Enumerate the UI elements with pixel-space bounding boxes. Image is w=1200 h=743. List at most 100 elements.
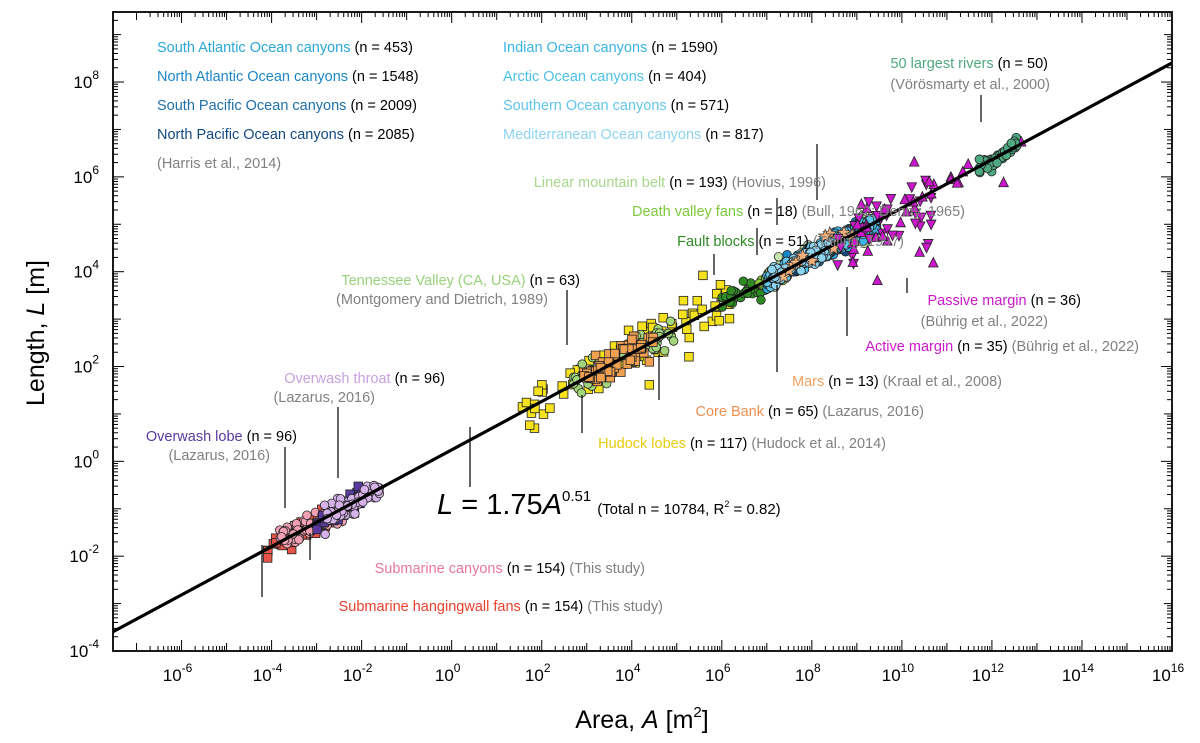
annotation-label: Death valley fans [632,204,743,220]
annotation-count: (n = 36) [1027,293,1081,309]
marker-square [610,348,620,359]
y-tick-label: 108 [73,68,99,92]
marker-star [817,228,833,243]
marker-circle [974,154,985,165]
annotation-count: (n = 18) [743,204,797,220]
annotation-ref: (Hovius, 1996) [728,175,826,191]
x-tick-base: 10 [435,666,454,685]
marker-star [795,247,811,263]
marker-triangle-down [885,193,897,205]
marker-square [538,409,549,419]
annotation-harris: (Harris et al., 2014) [157,156,281,172]
annotation-label: Mediterranean Ocean canyons [503,127,701,143]
marker-triangle-up [852,218,863,230]
annotation-count: (n = 817) [701,127,763,143]
annotation-ref: (Kraal et al., 2008) [879,374,1002,390]
annotation-label: North Pacific Ocean canyons [157,127,344,143]
x-tick-exp: 6 [724,661,731,675]
y-tick-label: 100 [73,447,99,471]
marker-circle [726,286,736,296]
marker-triangle-down [871,210,883,222]
annotation-south-atlantic: South Atlantic Ocean canyons (n = 453) [157,40,413,56]
marker-triangle-down [863,234,875,246]
y-tick-exp: 8 [92,68,99,82]
axis-titles: Area, A [m2] Length, L [m] [22,260,709,734]
annotation-ref: (Bull, 1962; Denny, 1965) [798,204,965,220]
marker-square [533,386,543,396]
marker-triangle-down [909,218,921,230]
marker-square [678,309,688,320]
annotation-hangingwall: Submarine hangingwall fans (n = 154) (Th… [339,599,663,615]
marker-triangle-up [909,201,921,213]
fit-line-group [112,61,1173,634]
y-tick-label: 10-2 [69,542,99,566]
marker-triangle-up [998,176,1009,188]
marker-square [637,321,647,331]
annotation-count: (n = 2009) [346,98,417,114]
annotation-north-atlantic: North Atlantic Ocean canyons (n = 1548) [157,69,419,85]
annotation-label: South Atlantic Ocean canyons [157,40,350,56]
marker-circle [359,484,370,495]
x-tick-label: 104 [615,661,641,685]
annotation-label: Core Bank [695,404,764,420]
annotation-label: Submarine hangingwall fans [339,599,521,615]
y-tick-base: 10 [73,358,92,377]
annotation-rivers: 50 largest rivers (n = 50) [890,56,1048,72]
x-tick-exp: 12 [991,661,1005,675]
annotation-ref: (Bührig et al., 2022) [1008,339,1139,355]
y-tick-base: 10 [69,547,88,566]
marker-square [625,355,636,365]
x-tick-base: 10 [972,666,991,685]
annotation-count: (n = 571) [667,98,729,114]
y-tick-base: 10 [73,73,92,92]
annotation-label: Indian Ocean canyons [503,40,647,56]
annotation-tennessee-ref: (Montgomery and Dietrich, 1989) [336,292,548,308]
x-tick-base: 10 [1152,666,1171,685]
annotation-south-pacific: South Pacific Ocean canyons (n = 2009) [157,98,417,114]
y-tick-exp: 0 [92,447,99,461]
annotation-label: (Harris et al., 2014) [157,156,281,172]
annotation-count: (n = 51) [754,234,808,250]
x-tick-label: 100 [435,661,461,685]
annotation-count: (n = 154) [521,599,583,615]
annotation-lobe-ref: (Lazarus, 2016) [168,448,270,464]
annotation-throat-ref: (Lazarus, 2016) [273,390,375,406]
y-tick-label: 102 [73,353,99,377]
x-tick-exp: 2 [544,661,551,675]
x-tick-base: 10 [705,666,724,685]
x-tick-label: 102 [525,661,551,685]
marker-triangle-down [906,182,918,194]
marker-circle [302,510,312,520]
annotation-label: Passive margin [927,293,1026,309]
annotation-count: (n = 65) [764,404,818,420]
y-tick-label: 10-4 [69,637,99,661]
annotation-southern: Southern Ocean canyons (n = 571) [503,98,729,114]
marker-circle [659,345,670,356]
annotation-indian: Indian Ocean canyons (n = 1590) [503,40,718,56]
marker-triangle-up [908,155,920,167]
annotation-count: (n = 193) [665,175,727,191]
x-tick-base: 10 [253,666,272,685]
marker-triangle-down [915,212,927,224]
annotation-label: (Vörösmarty et al., 2000) [890,77,1050,93]
annotation-arctic: Arctic Ocean canyons (n = 404) [503,69,707,85]
annotation-count: (n = 1548) [348,69,419,85]
annotation-label: South Pacific Ocean canyons [157,98,346,114]
x-tick-base: 10 [163,666,182,685]
annotation-ref: (This study) [583,599,663,615]
annotation-count: (n = 96) [243,429,297,445]
marker-triangle-up [899,193,911,205]
marker-circle [668,336,679,346]
x-tick-label: 1012 [972,661,1005,685]
marker-square [714,316,724,326]
marker-triangle-down [882,224,893,236]
marker-square [545,403,555,413]
annotation-label: Mars [792,374,824,390]
annotation-ref: (This study) [565,561,645,577]
x-tick-base: 10 [525,666,544,685]
x-tick-label: 10-4 [253,661,283,685]
marker-square [525,420,535,430]
annotation-leaders [261,95,982,597]
y-tick-exp: -2 [88,542,99,556]
marker-square [699,321,709,332]
